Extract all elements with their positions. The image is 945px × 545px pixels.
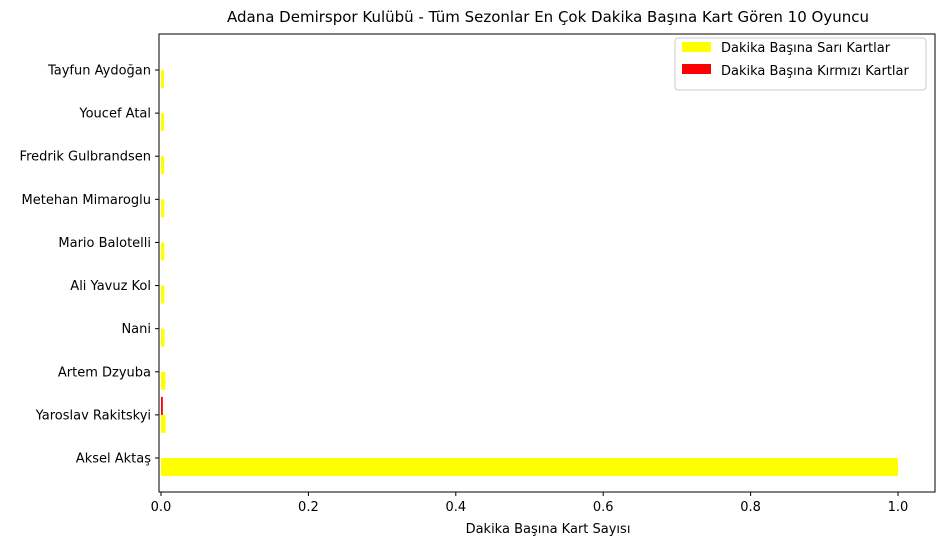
x-tick-label-1: 0.2 <box>298 500 319 515</box>
bar-red-1 <box>161 396 163 415</box>
bar-yellow-6 <box>161 199 165 218</box>
legend-label-yellow: Dakika Başına Sarı Kartlar <box>721 41 891 56</box>
chart-title: Adana Demirspor Kulübü - Tüm Sezonlar En… <box>227 8 869 26</box>
plot-frame <box>158 33 936 493</box>
x-axis-label: Dakika Başına Kart Sayısı <box>466 522 631 537</box>
x-tick-label-2: 0.4 <box>445 500 466 515</box>
legend-label-red: Dakika Başına Kırmızı Kartlar <box>721 64 910 79</box>
x-tick-label-5: 1.0 <box>888 500 909 515</box>
x-axis: 0.0 0.2 0.4 0.6 0.8 1.0 <box>151 492 909 515</box>
x-tick-label-3: 0.6 <box>593 500 614 515</box>
y-tick-label-3: Nani <box>121 322 151 337</box>
y-tick-label-0: Aksel Aktaş <box>76 452 151 467</box>
y-tick-label-5: Mario Balotelli <box>58 236 151 251</box>
y-tick-label-4: Ali Yavuz Kol <box>70 279 151 294</box>
bar-yellow-0 <box>161 458 898 476</box>
x-tick-label-0: 0.0 <box>151 500 172 515</box>
legend-swatch-red <box>682 64 711 74</box>
bar-yellow-3 <box>161 328 165 347</box>
y-tick-label-9: Tayfun Aydoğan <box>47 64 151 79</box>
y-tick-label-6: Metehan Mimaroglu <box>22 193 151 208</box>
bar-yellow-1 <box>161 414 166 433</box>
bar-yellow-7 <box>161 156 165 175</box>
bar-yellow-8 <box>161 113 165 132</box>
x-tick-label-4: 0.8 <box>740 500 761 515</box>
legend-box <box>674 37 927 91</box>
y-tick-label-2: Artem Dzyuba <box>58 365 151 380</box>
bar-yellow-5 <box>161 242 165 261</box>
y-tick-label-8: Youcef Atal <box>78 107 151 122</box>
bar-yellow-2 <box>161 371 166 390</box>
bars-layer <box>161 70 898 476</box>
legend-swatch-yellow <box>682 42 711 52</box>
bar-yellow-4 <box>161 285 165 304</box>
y-tick-label-7: Fredrik Gulbrandsen <box>20 150 151 165</box>
y-axis: Aksel Aktaş Yaroslav Rakitskyi Artem Dzyub… <box>20 64 159 467</box>
bar-yellow-9 <box>161 70 165 88</box>
y-tick-label-1: Yaroslav Rakitskyi <box>35 408 151 423</box>
legend: Dakika Başına Sarı Kartlar Dakika Başına… <box>674 37 927 91</box>
